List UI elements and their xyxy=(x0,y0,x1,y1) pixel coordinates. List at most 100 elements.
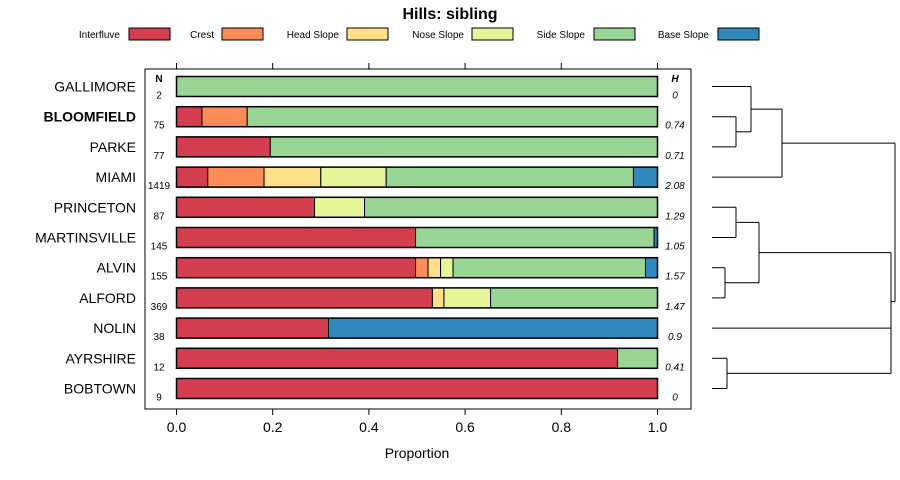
n-label-martinsville: 145 xyxy=(151,242,168,253)
bar-miami-interfluve xyxy=(176,166,209,188)
category-label-princeton: PRINCETON xyxy=(54,199,136,215)
n-label-miami: 1419 xyxy=(148,181,171,192)
bar-alvin-head-slope xyxy=(427,257,442,279)
legend-label-side-slope: Side Slope xyxy=(537,30,586,41)
category-label-bobtown: BOBTOWN xyxy=(64,381,136,397)
bar-parke-side-slope xyxy=(269,136,658,158)
legend-label-interfluve: Interfluve xyxy=(79,30,121,41)
bar-outline-gallimore xyxy=(175,75,659,98)
h-label-miami: 2.08 xyxy=(664,181,685,192)
bar-outline-ayrshire xyxy=(175,347,659,370)
bar-miami-base-slope xyxy=(632,166,659,188)
bars xyxy=(175,75,659,400)
h-label-princeton: 1.29 xyxy=(665,211,685,222)
legend-swatch-head-slope xyxy=(346,27,389,41)
bar-alford-nose-slope xyxy=(443,287,492,309)
category-label-bloomfield: BLOOMFIELD xyxy=(43,109,136,125)
h-labels: 0 0.74 0.71 2.08 1.29 1.05 1.57 1.47 0.9 0.41 0 xyxy=(664,91,685,404)
h-label-ayrshire: 0.41 xyxy=(665,362,684,373)
x-axis-label: Proportion xyxy=(385,445,450,461)
bar-bloomfield-crest xyxy=(201,106,248,128)
n-label-ayrshire: 12 xyxy=(153,362,165,373)
x-tick-label: 0.6 xyxy=(455,419,475,435)
bar-princeton-nose-slope xyxy=(314,196,366,218)
category-label-gallimore: GALLIMORE xyxy=(54,79,136,95)
n-labels: 2 75 77 1419 87 145 155 369 38 12 9 xyxy=(148,91,171,404)
bar-ayrshire-side-slope xyxy=(617,347,659,369)
n-header: N xyxy=(155,74,162,85)
bar-parke-interfluve xyxy=(176,136,271,158)
bar-miami-nose-slope xyxy=(320,166,387,188)
legend-label-head-slope: Head Slope xyxy=(287,30,340,41)
category-label-nolin: NOLIN xyxy=(93,320,136,336)
h-label-bobtown: 0 xyxy=(672,393,678,404)
bar-bobtown-interfluve xyxy=(176,378,658,399)
n-label-bloomfield: 75 xyxy=(153,121,165,132)
bar-outline-nolin xyxy=(175,317,659,339)
h-label-alford: 1.47 xyxy=(665,302,685,313)
plot-frame xyxy=(144,68,692,410)
category-label-alvin: ALVIN xyxy=(97,260,136,276)
bar-alford-interfluve xyxy=(176,287,433,309)
h-label-nolin: 0.9 xyxy=(668,332,682,343)
bar-ayrshire-interfluve xyxy=(176,347,619,369)
h-label-martinsville: 1.05 xyxy=(665,242,685,253)
bar-outline-bloomfield xyxy=(175,105,659,128)
bar-outline-miami xyxy=(175,166,659,188)
bar-alford-head-slope xyxy=(431,287,445,309)
n-label-princeton: 87 xyxy=(153,211,165,222)
bar-gallimore-side-slope xyxy=(176,76,658,97)
legend-label-nose-slope: Nose Slope xyxy=(412,30,464,41)
bar-alvin-nose-slope xyxy=(440,257,454,279)
legend-label-base-slope: Base Slope xyxy=(658,30,710,41)
bar-miami-head-slope xyxy=(263,166,322,188)
legend-swatch-base-slope xyxy=(717,27,760,41)
bar-martinsville-interfluve xyxy=(176,227,417,248)
h-label-parke: 0.71 xyxy=(665,151,684,162)
x-tick-label: 0.2 xyxy=(263,419,283,435)
h-header: H xyxy=(671,74,679,85)
n-label-bobtown: 9 xyxy=(156,393,162,404)
x-axis: 0.0 0.2 0.4 0.6 0.8 1.0 xyxy=(167,63,668,435)
n-label-nolin: 38 xyxy=(153,332,165,343)
x-tick-label: 1.0 xyxy=(648,419,668,435)
bar-outline-martinsville xyxy=(175,226,659,249)
bar-outline-parke xyxy=(175,136,659,158)
bar-nolin-interfluve xyxy=(176,317,329,339)
bar-outline-alvin xyxy=(175,256,659,279)
bar-alvin-interfluve xyxy=(176,257,417,279)
bar-alvin-base-slope xyxy=(644,257,658,279)
x-tick-label: 0.8 xyxy=(552,419,572,435)
category-label-parke: PARKE xyxy=(90,139,136,155)
bar-alvin-crest xyxy=(415,257,429,279)
n-label-parke: 77 xyxy=(153,151,165,162)
h-label-bloomfield: 0.74 xyxy=(665,121,685,132)
bar-alford-side-slope xyxy=(490,287,658,309)
bar-martinsville-side-slope xyxy=(415,227,655,248)
bar-nolin-base-slope xyxy=(327,317,658,339)
n-label-alvin: 155 xyxy=(151,272,168,283)
h-label-gallimore: 0 xyxy=(672,91,678,102)
legend: Interfluve Crest Head Slope Nose Slope Side … xyxy=(79,27,760,41)
bar-outline-alford xyxy=(175,287,659,309)
x-tick-label: 0.0 xyxy=(167,419,187,435)
bar-miami-side-slope xyxy=(385,166,634,188)
category-label-alford: ALFORD xyxy=(79,290,136,306)
legend-swatch-crest xyxy=(221,27,264,41)
bar-outline-bobtown xyxy=(175,377,659,400)
dendrogram xyxy=(712,86,896,389)
bar-miami-crest xyxy=(207,166,265,188)
category-labels: GALLIMORE BLOOMFIELD PARKE MIAMI PRINCETON MA… xyxy=(35,79,136,397)
n-label-gallimore: 2 xyxy=(156,91,162,102)
bar-princeton-side-slope xyxy=(364,196,658,218)
legend-swatch-nose-slope xyxy=(471,27,514,41)
bar-princeton-interfluve xyxy=(176,196,316,218)
legend-label-crest: Crest xyxy=(190,30,214,41)
category-label-miami: MIAMI xyxy=(96,169,136,185)
category-label-ayrshire: AYRSHIRE xyxy=(65,350,136,366)
bar-bloomfield-side-slope xyxy=(246,106,658,128)
bar-outline-princeton xyxy=(175,196,659,219)
category-label-martinsville: MARTINSVILLE xyxy=(35,230,136,246)
legend-swatch-interfluve xyxy=(128,27,171,41)
bar-alvin-side-slope xyxy=(452,257,646,279)
